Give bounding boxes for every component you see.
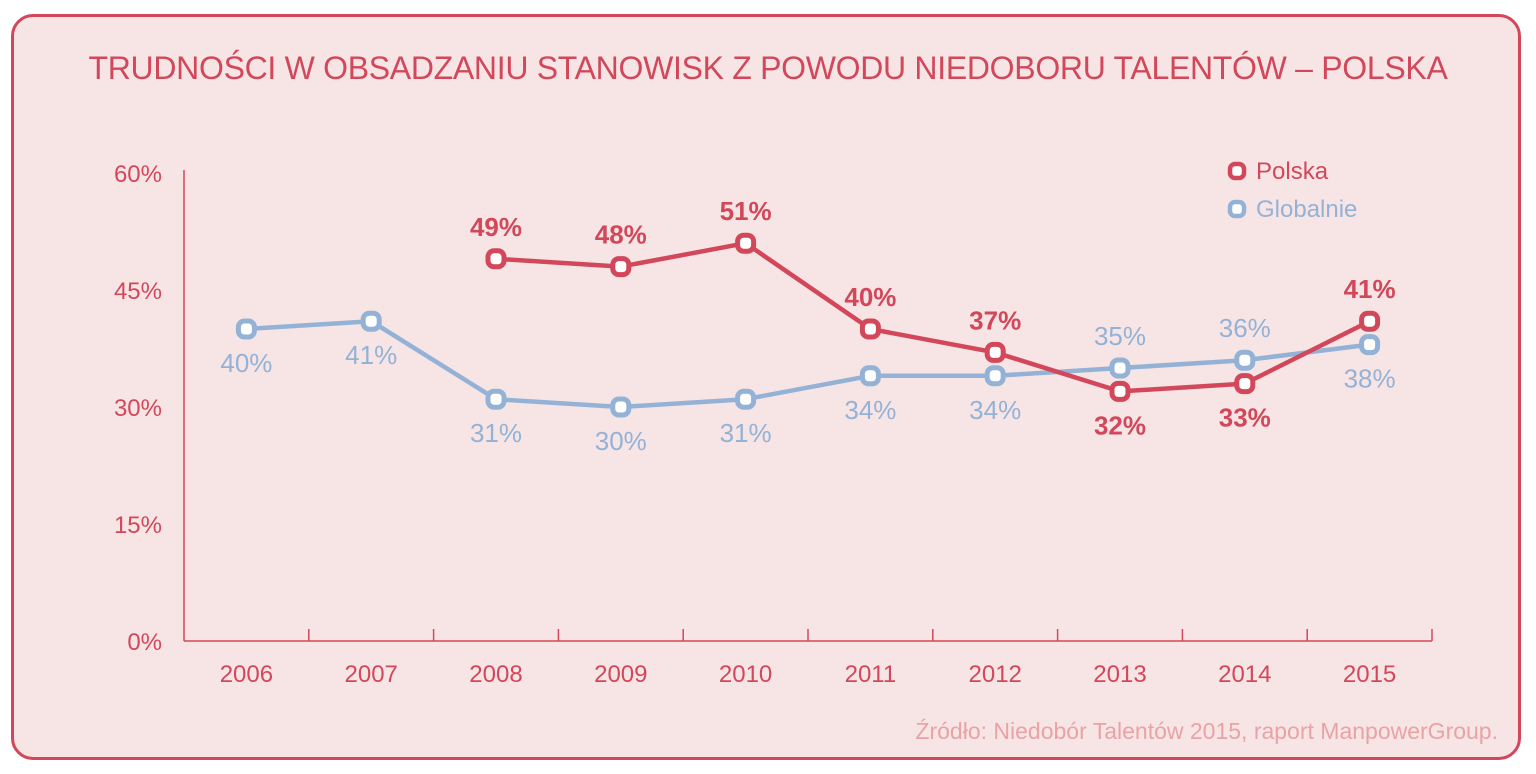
legend-marker-globalnie bbox=[1227, 199, 1247, 219]
data-label-polska: 40% bbox=[844, 282, 896, 312]
chart-title: TRUDNOŚCI W OBSADZANIU STANOWISK Z POWOD… bbox=[88, 50, 1448, 86]
x-tick-label: 2011 bbox=[845, 661, 897, 688]
source-note: Źródło: Niedobór Talentów 2015, raport M… bbox=[915, 718, 1498, 744]
data-point-globalnie bbox=[1359, 334, 1381, 356]
x-tick-label: 2015 bbox=[1343, 661, 1396, 688]
data-point-globalnie bbox=[360, 310, 382, 332]
legend-label-polska: Polska bbox=[1256, 158, 1329, 185]
y-tick-label: 30% bbox=[114, 395, 162, 422]
x-tick-label: 2008 bbox=[469, 661, 522, 688]
data-point-polska bbox=[1234, 373, 1256, 395]
x-tick-label: 2010 bbox=[719, 661, 772, 688]
data-label-globalnie: 31% bbox=[470, 418, 522, 448]
data-label-polska: 51% bbox=[720, 196, 772, 226]
data-label-globalnie: 35% bbox=[1094, 321, 1146, 351]
data-point-polska bbox=[1359, 310, 1381, 332]
x-tick-label: 2007 bbox=[345, 661, 398, 688]
data-label-polska: 49% bbox=[470, 212, 522, 242]
x-tick-label: 2012 bbox=[969, 661, 1022, 688]
data-point-polska bbox=[610, 256, 632, 278]
data-label-globalnie: 36% bbox=[1219, 313, 1271, 343]
x-tick-label: 2009 bbox=[594, 661, 647, 688]
data-label-globalnie: 30% bbox=[595, 426, 647, 456]
data-point-globalnie bbox=[610, 396, 632, 418]
data-point-globalnie bbox=[859, 365, 881, 387]
y-tick-label: 0% bbox=[127, 629, 162, 656]
x-tick-label: 2014 bbox=[1218, 661, 1271, 688]
data-point-globalnie bbox=[735, 388, 757, 410]
data-label-polska: 37% bbox=[969, 305, 1021, 335]
x-tick-label: 2013 bbox=[1093, 661, 1146, 688]
data-point-globalnie bbox=[485, 388, 507, 410]
data-label-globalnie: 31% bbox=[720, 418, 772, 448]
data-label-globalnie: 40% bbox=[220, 348, 272, 378]
data-label-globalnie: 38% bbox=[1344, 364, 1396, 394]
data-label-polska: 33% bbox=[1219, 403, 1271, 433]
chart-data-labels: 40% 41% 31% 30% 31% 34% 34% 35% 36% 38% 49% 48% 51% 4… bbox=[220, 196, 1395, 456]
legend-label-globalnie: Globalnie bbox=[1256, 196, 1357, 223]
series-line-globalnie bbox=[246, 318, 1370, 410]
data-label-globalnie: 41% bbox=[345, 340, 397, 370]
y-tick-label: 45% bbox=[114, 278, 162, 305]
data-point-polska bbox=[735, 232, 757, 254]
chart-legend: Polska Globalnie bbox=[1227, 158, 1357, 223]
data-label-polska: 32% bbox=[1094, 410, 1146, 440]
data-label-globalnie: 34% bbox=[844, 395, 896, 425]
legend-marker-polska bbox=[1227, 161, 1247, 181]
data-point-polska bbox=[859, 318, 881, 340]
y-tick-label: 60% bbox=[114, 161, 162, 188]
data-label-polska: 48% bbox=[595, 220, 647, 250]
series-line-polska bbox=[495, 240, 1371, 394]
chart-frame bbox=[11, 14, 1521, 760]
data-label-globalnie: 34% bbox=[969, 395, 1021, 425]
chart-axes: 0% 15% 30% 45% 60% 2006 2007 2008 2009 2010 2011 20… bbox=[114, 161, 1433, 688]
data-point-globalnie bbox=[1109, 357, 1131, 379]
chart-data-points bbox=[235, 232, 1381, 418]
data-point-polska bbox=[984, 341, 1006, 363]
data-point-globalnie bbox=[984, 365, 1006, 387]
x-tick-label: 2006 bbox=[220, 661, 273, 688]
data-point-polska bbox=[485, 248, 507, 270]
y-tick-label: 15% bbox=[114, 512, 162, 539]
data-point-globalnie bbox=[235, 318, 257, 340]
data-point-globalnie bbox=[1234, 349, 1256, 371]
chart-series-lines bbox=[246, 240, 1371, 410]
data-point-polska bbox=[1109, 380, 1131, 402]
data-label-polska: 41% bbox=[1344, 274, 1396, 304]
